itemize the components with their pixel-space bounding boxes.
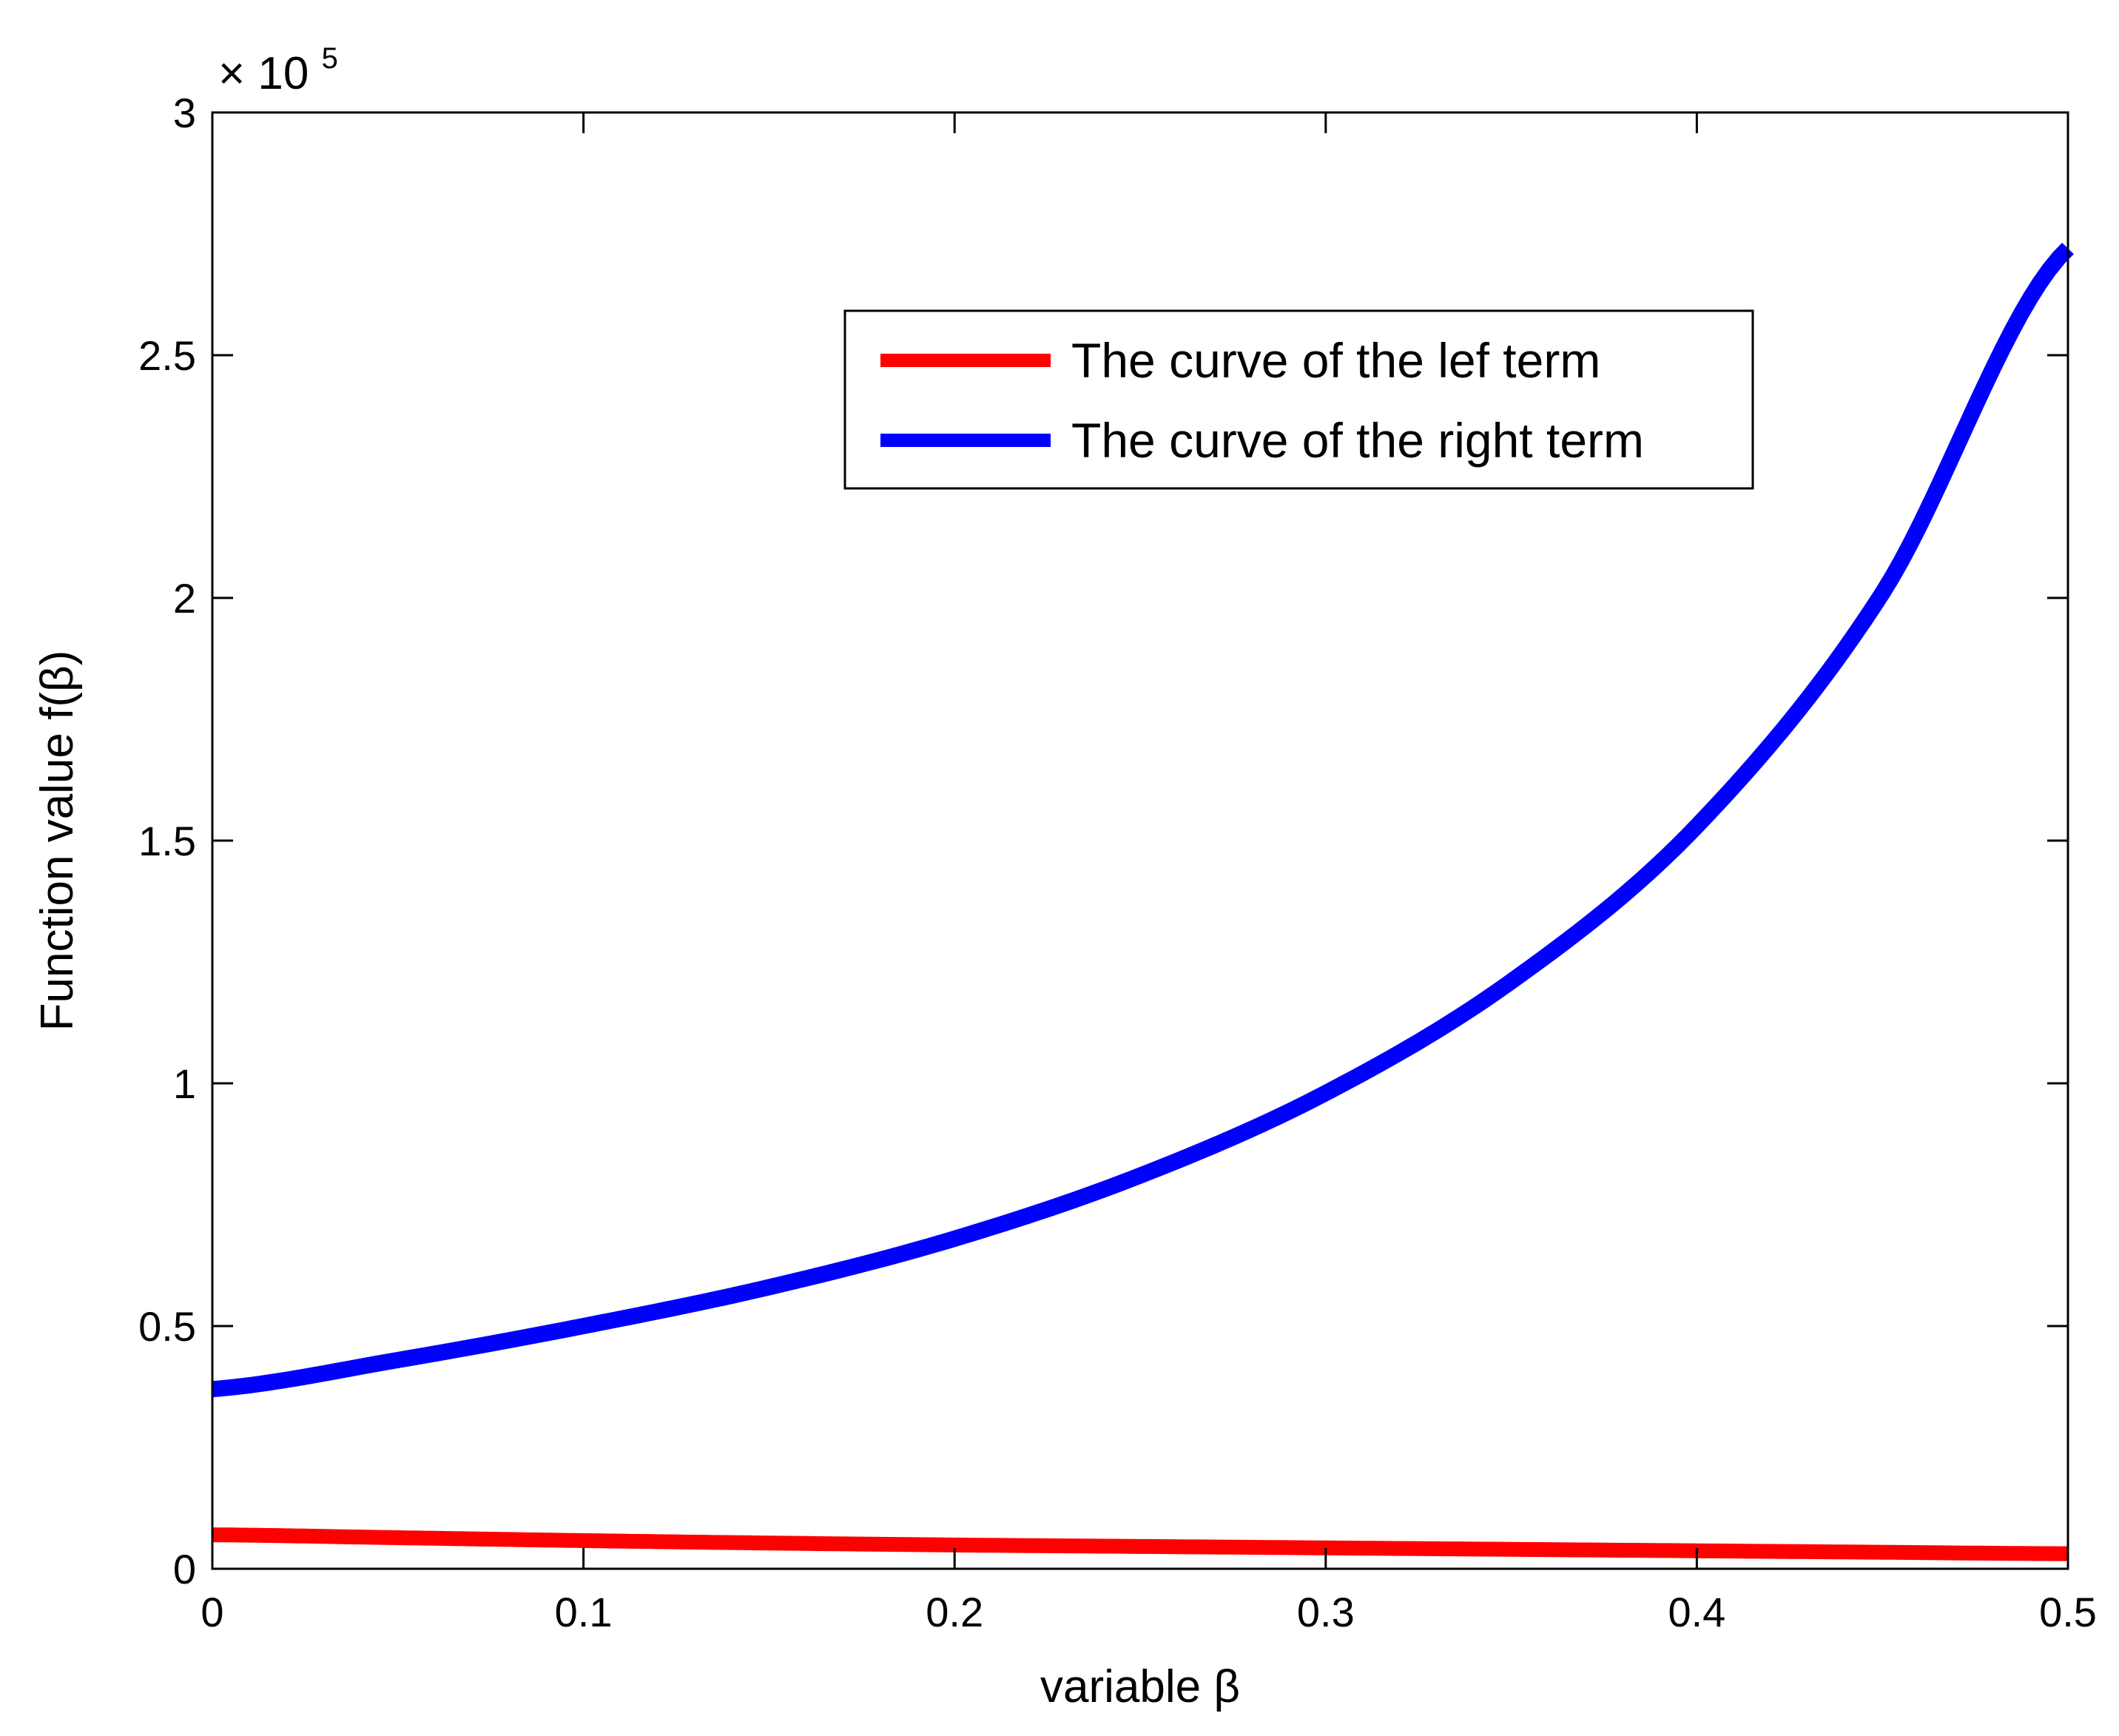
series-line-the-curve-of-the-right-term [212,243,2074,1398]
y-tick-label: 1 [173,1060,196,1107]
series-line-the-curve-of-the-lef-term [212,1527,2069,1561]
y-axis-exponent-power: 5 [322,42,338,75]
x-tick-label: 0.4 [1668,1589,1725,1635]
legend-label-right-term: The curve of the right term [1071,413,1644,468]
legend: The curve of the lef term The curve of t… [843,309,1754,490]
y-axis-exponent-multiplier: × 10 [218,48,309,99]
y-axis-exponent: × 10 5 [218,42,338,99]
series-layer [212,243,2074,1561]
y-tick-label: 0 [173,1546,196,1592]
x-axis-label: variable β [1040,1661,1240,1712]
y-tick-label: 3 [173,90,196,136]
x-tick-label: 0.2 [926,1589,983,1635]
x-tick-label: 0 [201,1589,223,1635]
x-tick-label: 0.1 [555,1589,613,1635]
y-tick-label: 2.5 [138,332,196,379]
legend-label-left-term: The curve of the lef term [1071,333,1600,388]
ticks: 0 0.1 0.2 0.3 0.4 0.5 0 0.5 1 1.5 2 2.5 3 [138,90,2097,1635]
y-axis-label: Function value f(β) [32,650,83,1032]
x-tick-label: 0.5 [2039,1589,2097,1635]
legend-box [843,309,1754,490]
y-tick-label: 1.5 [138,818,196,864]
y-tick-label: 2 [173,575,196,622]
x-tick-label: 0.3 [1297,1589,1355,1635]
y-tick-label: 0.5 [138,1303,196,1350]
